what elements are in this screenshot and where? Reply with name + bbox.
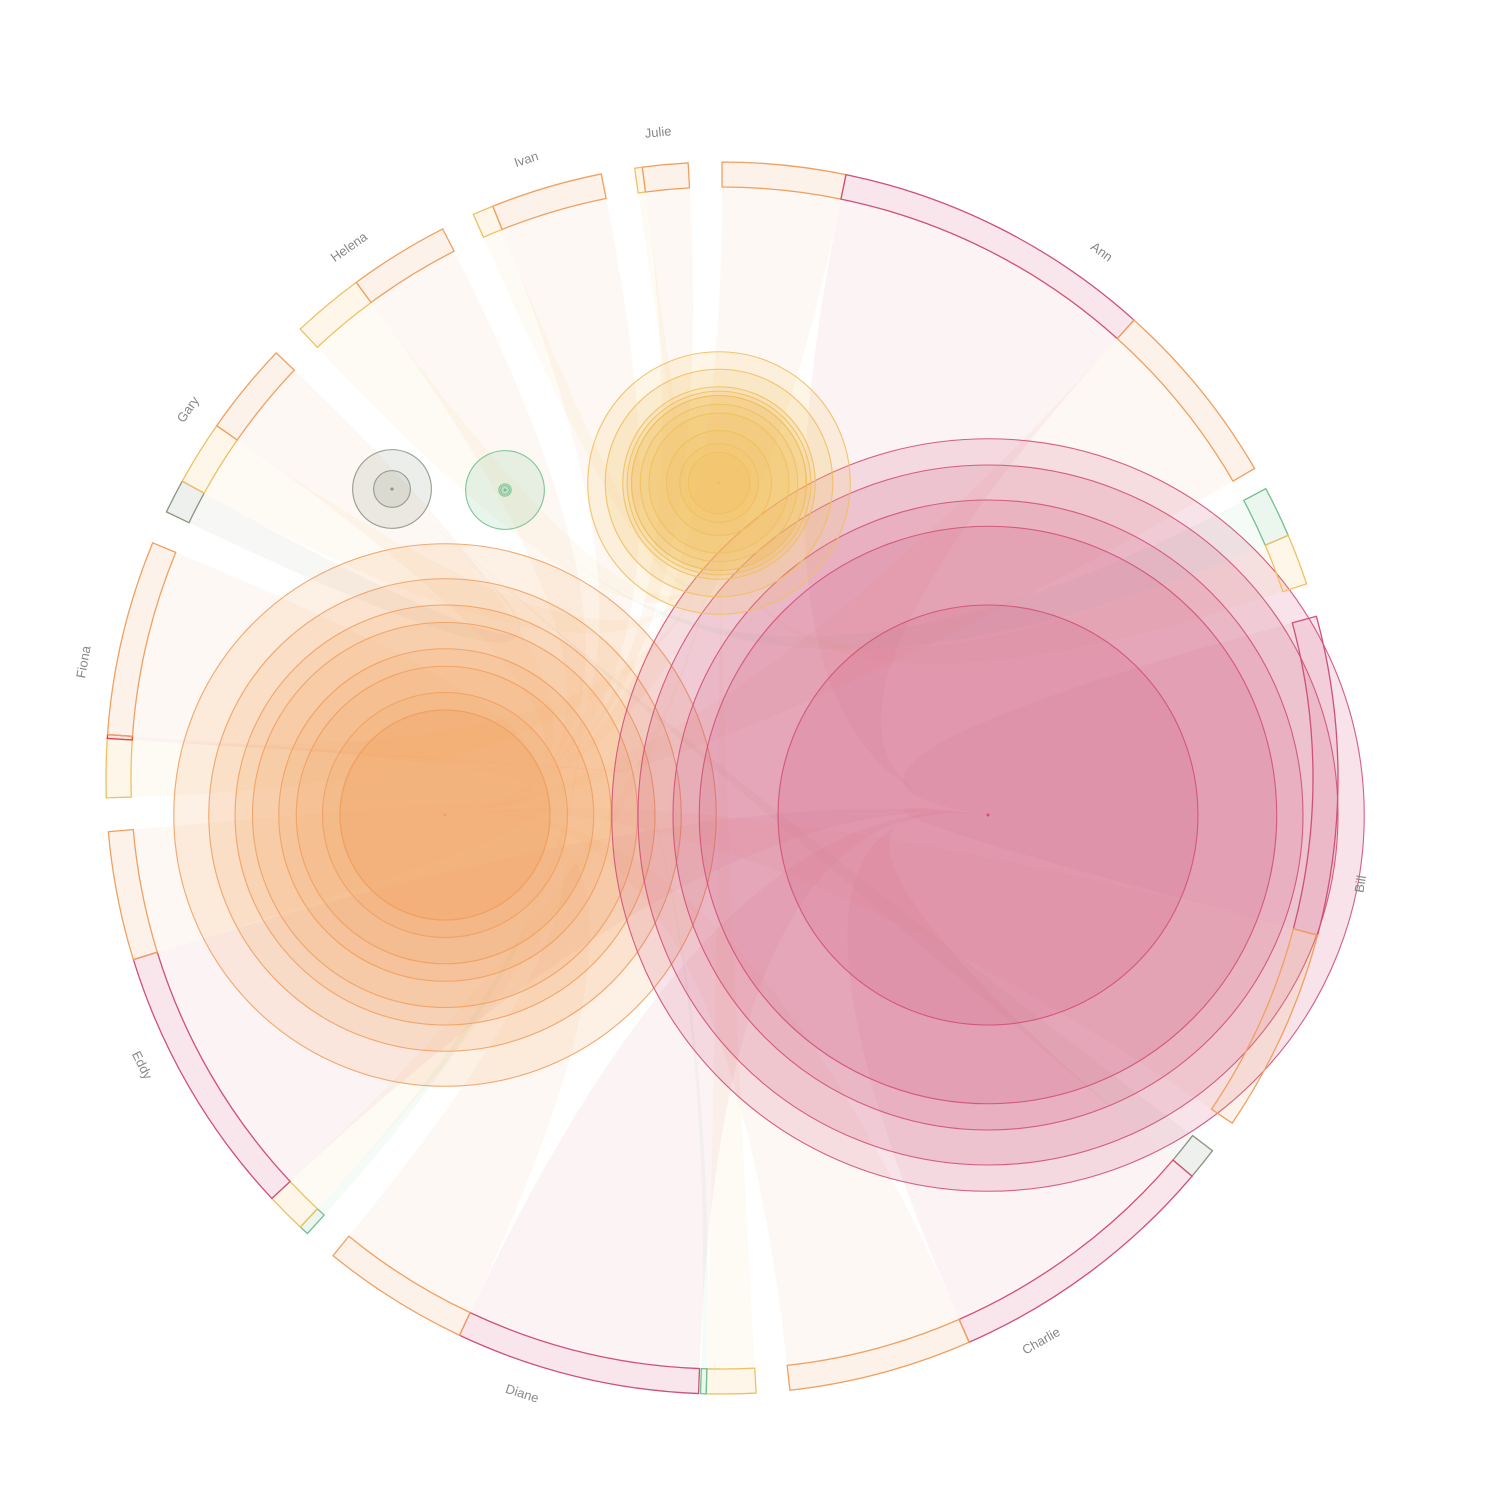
ribbon-fiona-1 bbox=[132, 736, 723, 778]
group-label-charlie: Charlie bbox=[1019, 1324, 1062, 1357]
ribbon-charlie-1 bbox=[847, 811, 1173, 1320]
ribbon-ann-4 bbox=[505, 490, 1266, 650]
ribbon-gary-2 bbox=[237, 370, 554, 815]
group-label-ivan: Ivan bbox=[512, 148, 540, 170]
ribbon-julie-0 bbox=[638, 191, 720, 582]
ribbon-ann-1 bbox=[804, 199, 1118, 815]
arc-diane-segment-1[interactable] bbox=[699, 1367, 708, 1395]
arc-layer bbox=[105, 161, 1339, 1395]
ribbon-gary-1 bbox=[204, 440, 720, 634]
ribbon-helena-1 bbox=[371, 251, 586, 815]
bubble-pink-center bbox=[986, 813, 990, 817]
ribbon-ivan-1 bbox=[445, 198, 641, 815]
bubble-pink[interactable] bbox=[611, 438, 1365, 1192]
group-label-helena: Helena bbox=[328, 228, 371, 264]
group-label-gary: Gary bbox=[174, 393, 203, 425]
ribbon-gary-0 bbox=[188, 489, 521, 643]
arc-diane-segment-4[interactable] bbox=[332, 1235, 472, 1337]
arc-julie-segment-1[interactable] bbox=[641, 162, 691, 193]
bubble-gray[interactable] bbox=[352, 449, 432, 529]
ribbon-bill-0 bbox=[903, 622, 1313, 929]
ribbon-diane-0 bbox=[706, 483, 755, 1369]
group-label-ann: Ann bbox=[1088, 239, 1116, 265]
ribbon-ann-2 bbox=[445, 338, 1233, 815]
group-label-bill: Bill bbox=[1351, 874, 1369, 894]
ribbon-ann-5 bbox=[719, 483, 1283, 664]
ribbon-bill-1 bbox=[445, 807, 1294, 1110]
ribbon-ann-0 bbox=[445, 187, 841, 815]
bubble-gray-center bbox=[390, 487, 394, 491]
ribbon-fiona-0 bbox=[131, 483, 720, 798]
arc-ann-segment-5[interactable] bbox=[1264, 534, 1308, 593]
ribbon-layer bbox=[131, 187, 1313, 1369]
bubble-orange[interactable] bbox=[173, 543, 717, 1087]
ribbon-fiona-2 bbox=[132, 552, 539, 815]
arc-fiona-segment-2[interactable] bbox=[106, 541, 177, 738]
arc-helena-segment-1[interactable] bbox=[355, 228, 455, 304]
group-label-diane: Diane bbox=[504, 1381, 541, 1406]
bubble-yellow[interactable] bbox=[587, 351, 851, 615]
ribbon-eddy-2 bbox=[157, 808, 988, 1182]
arc-gary-segment-2[interactable] bbox=[215, 352, 296, 441]
arc-diane-segment-0[interactable] bbox=[705, 1367, 757, 1395]
ribbon-charlie-2 bbox=[445, 812, 960, 1366]
ribbon-julie-1 bbox=[445, 187, 693, 815]
arc-ivan-segment-1[interactable] bbox=[491, 173, 607, 231]
arc-bill-segment-1[interactable] bbox=[1210, 928, 1319, 1125]
arc-ann-segment-2[interactable] bbox=[1116, 319, 1256, 482]
group-label-fiona: Fiona bbox=[73, 644, 94, 679]
bubble-layer bbox=[173, 351, 1365, 1192]
ribbon-diane-4 bbox=[348, 812, 591, 1313]
arc-eddy-segment-3[interactable] bbox=[107, 828, 159, 961]
arc-charlie-segment-2[interactable] bbox=[786, 1318, 971, 1391]
bubble-orange-center bbox=[443, 813, 447, 817]
ribbon-diane-3 bbox=[470, 812, 988, 1369]
group-label-julie: Julie bbox=[644, 123, 672, 141]
arc-fiona-segment-0[interactable] bbox=[105, 737, 133, 799]
bubble-yellow-center bbox=[717, 481, 721, 485]
bubble-green[interactable] bbox=[465, 450, 545, 530]
group-label-eddy: Eddy bbox=[129, 1048, 156, 1082]
ribbon-ivan-0 bbox=[483, 229, 720, 588]
ribbon-eddy-3 bbox=[133, 799, 537, 953]
ribbon-helena-0 bbox=[317, 302, 720, 603]
ribbon-charlie-0 bbox=[392, 489, 1193, 1160]
bubble-green-center bbox=[503, 488, 507, 492]
